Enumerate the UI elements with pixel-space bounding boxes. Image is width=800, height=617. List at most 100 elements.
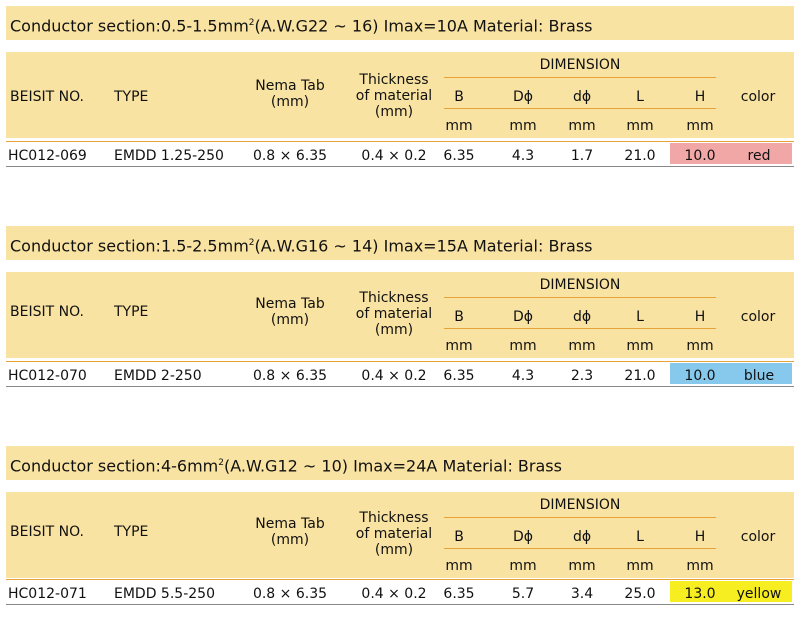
- row-beisit-no: HC012-070: [8, 368, 87, 384]
- row-thickness: 0.4 × 0.2: [361, 586, 427, 602]
- row-thickness: 0.4 × 0.2: [361, 368, 427, 384]
- row-top-border: [6, 141, 794, 142]
- dimension-divider: [444, 77, 716, 78]
- header-dimension: DIMENSION: [539, 57, 621, 73]
- header-b: B: [454, 309, 464, 325]
- table-header: [6, 492, 794, 578]
- header-b: B: [454, 529, 464, 545]
- unit-h: mm: [686, 118, 714, 134]
- unit-d-lower: mm: [568, 558, 596, 574]
- unit-d-upper: mm: [509, 118, 537, 134]
- row-thickness: 0.4 × 0.2: [361, 148, 427, 164]
- header-b: B: [454, 89, 464, 105]
- header-l: L: [636, 309, 644, 325]
- unit-l: mm: [626, 338, 654, 354]
- header-color: color: [740, 309, 776, 325]
- row-top-border: [6, 579, 794, 580]
- header-l: L: [636, 89, 644, 105]
- header-dimension: DIMENSION: [539, 497, 621, 513]
- header-d-lower: dϕ: [572, 89, 592, 105]
- section-title: Conductor section:4-6mm2(A.W.G12 ~ 10) I…: [6, 446, 794, 480]
- unit-divider: [444, 108, 716, 109]
- row-d-upper: 4.3: [511, 148, 535, 164]
- row-b: 6.35: [443, 148, 475, 164]
- row-nema-tab: 0.8 × 6.35: [252, 368, 328, 384]
- unit-h: mm: [686, 338, 714, 354]
- row-b: 6.35: [443, 586, 475, 602]
- section-block-2: Conductor section:1.5-2.5mm2(A.W.G16 ~ 1…: [0, 220, 800, 390]
- section-block-3: Conductor section:4-6mm2(A.W.G12 ~ 10) I…: [0, 440, 800, 610]
- header-d-lower: dϕ: [572, 309, 592, 325]
- header-thickness: Thickness of material (mm): [355, 72, 433, 120]
- row-nema-tab: 0.8 × 6.35: [252, 148, 328, 164]
- row-beisit-no: HC012-069: [8, 148, 87, 164]
- unit-b: mm: [445, 118, 473, 134]
- header-l: L: [636, 529, 644, 545]
- table-header: [6, 272, 794, 358]
- row-l: 21.0: [624, 148, 656, 164]
- row-color: blue: [743, 368, 775, 384]
- row-top-border: [6, 361, 794, 362]
- header-color: color: [740, 89, 776, 105]
- row-l: 21.0: [624, 368, 656, 384]
- unit-d-upper: mm: [509, 558, 537, 574]
- header-beisit-no: BEISIT NO.: [10, 524, 84, 540]
- header-h: H: [694, 309, 706, 325]
- header-dimension: DIMENSION: [539, 277, 621, 293]
- unit-d-lower: mm: [568, 338, 596, 354]
- unit-d-lower: mm: [568, 118, 596, 134]
- row-b: 6.35: [443, 368, 475, 384]
- header-type: TYPE: [114, 304, 149, 320]
- row-d-upper: 4.3: [511, 368, 535, 384]
- unit-divider: [444, 328, 716, 329]
- color-highlight: [670, 581, 792, 602]
- header-h: H: [694, 89, 706, 105]
- header-nema-tab: Nema Tab (mm): [255, 516, 325, 548]
- unit-h: mm: [686, 558, 714, 574]
- row-nema-tab: 0.8 × 6.35: [252, 586, 328, 602]
- header-beisit-no: BEISIT NO.: [10, 304, 84, 320]
- header-h: H: [694, 529, 706, 545]
- dimension-divider: [444, 297, 716, 298]
- color-highlight: [670, 363, 792, 384]
- row-color: yellow: [736, 586, 782, 602]
- section-title: Conductor section:0.5-1.5mm2(A.W.G22 ~ 1…: [6, 6, 794, 40]
- unit-divider: [444, 548, 716, 549]
- unit-b: mm: [445, 558, 473, 574]
- header-nema-tab: Nema Tab (mm): [255, 78, 325, 110]
- row-h: 10.0: [684, 148, 716, 164]
- row-d-upper: 5.7: [511, 586, 535, 602]
- section-block-1: Conductor section:0.5-1.5mm2(A.W.G22 ~ 1…: [0, 0, 800, 170]
- dimension-divider: [444, 517, 716, 518]
- header-type: TYPE: [114, 89, 149, 105]
- row-l: 25.0: [624, 586, 656, 602]
- unit-b: mm: [445, 338, 473, 354]
- section-title: Conductor section:1.5-2.5mm2(A.W.G16 ~ 1…: [6, 226, 794, 260]
- row-bottom-border: [6, 604, 794, 605]
- row-type: EMDD 2-250: [114, 368, 202, 384]
- header-d-lower: dϕ: [572, 529, 592, 545]
- header-nema-tab: Nema Tab (mm): [255, 296, 325, 328]
- header-beisit-no: BEISIT NO.: [10, 89, 84, 105]
- header-d-upper: Dϕ: [512, 89, 533, 105]
- header-type: TYPE: [114, 524, 149, 540]
- row-d-lower: 3.4: [570, 586, 594, 602]
- row-color: red: [747, 148, 771, 164]
- row-type: EMDD 5.5-250: [114, 586, 215, 602]
- row-h: 10.0: [684, 368, 716, 384]
- header-color: color: [740, 529, 776, 545]
- color-highlight: [670, 143, 792, 164]
- header-thickness: Thickness of material (mm): [355, 290, 433, 338]
- header-thickness: Thickness of material (mm): [355, 510, 433, 558]
- row-type: EMDD 1.25-250: [114, 148, 224, 164]
- row-h: 13.0: [684, 586, 716, 602]
- row-d-lower: 2.3: [570, 368, 594, 384]
- unit-d-upper: mm: [509, 338, 537, 354]
- row-bottom-border: [6, 166, 794, 167]
- row-beisit-no: HC012-071: [8, 586, 87, 602]
- table-header: [6, 52, 794, 138]
- unit-l: mm: [626, 118, 654, 134]
- header-d-upper: Dϕ: [512, 309, 533, 325]
- header-d-upper: Dϕ: [512, 529, 533, 545]
- unit-l: mm: [626, 558, 654, 574]
